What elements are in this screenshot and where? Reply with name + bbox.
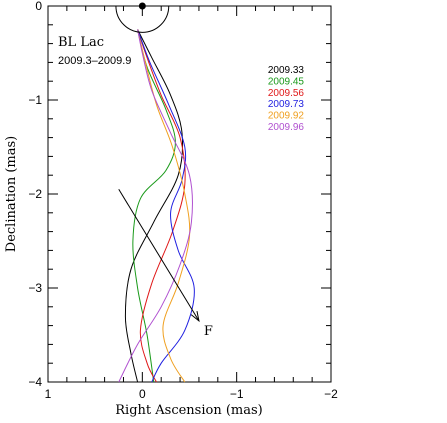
date-range-label: 2009.3–2009.9 xyxy=(58,55,131,67)
series-group xyxy=(118,29,195,383)
y-tick-label: −2 xyxy=(28,187,42,201)
y-tick-label: −1 xyxy=(28,93,42,107)
series-line-2009.45 xyxy=(132,29,176,383)
flow-arrow-head xyxy=(190,310,200,323)
x-axis-title: Right Ascension (mas) xyxy=(115,403,262,418)
y-tick-label: 0 xyxy=(35,0,42,13)
arrow-label: F xyxy=(204,324,213,339)
y-tick-label: −4 xyxy=(28,375,42,389)
legend-entry-2009.56: 2009.56 xyxy=(268,88,305,99)
series-line-2009.96 xyxy=(118,29,193,383)
series-line-2009.56 xyxy=(137,29,186,383)
tick-labels-group: 1 0 −1 −2 0 −1 −2 −3 −4 xyxy=(28,0,338,401)
legend-entry-2009.33: 2009.33 xyxy=(268,65,305,76)
legend-entry-2009.73: 2009.73 xyxy=(268,99,305,110)
annotations-group: F BL Lac 2009.3–2009.9 xyxy=(58,2,213,339)
series-line-2009.92 xyxy=(137,29,191,383)
legend-entry-2009.96: 2009.96 xyxy=(268,122,305,133)
x-tick-label: 1 xyxy=(45,387,52,401)
legend-group: 2009.332009.452009.562009.732009.922009.… xyxy=(268,65,305,133)
core-beam-circle xyxy=(115,5,170,33)
x-tick-label: 0 xyxy=(139,387,146,401)
legend-entry-2009.45: 2009.45 xyxy=(268,76,305,87)
legend-entry-2009.92: 2009.92 xyxy=(268,111,305,122)
series-line-2009.73 xyxy=(137,29,195,383)
source-name-label: BL Lac xyxy=(58,35,104,50)
x-tick-label: −2 xyxy=(324,387,338,401)
y-axis-title: Declination (mas) xyxy=(4,136,19,252)
y-tick-label: −3 xyxy=(28,281,42,295)
flow-arrow-shaft xyxy=(118,189,200,322)
series-line-2009.33 xyxy=(124,29,184,383)
x-tick-label: −1 xyxy=(230,387,244,401)
core-marker xyxy=(138,2,146,10)
